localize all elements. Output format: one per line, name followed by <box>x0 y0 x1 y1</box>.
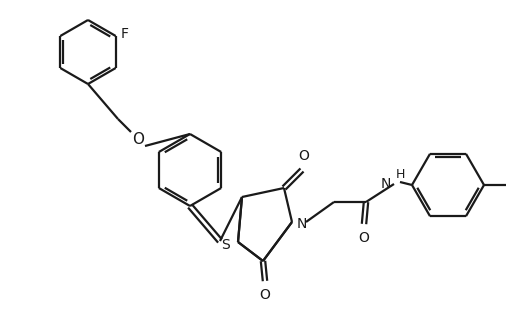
Text: H: H <box>396 168 405 181</box>
Text: F: F <box>121 27 129 41</box>
Text: O: O <box>358 231 370 245</box>
Text: N: N <box>381 177 391 191</box>
Text: O: O <box>132 131 144 147</box>
Text: N: N <box>297 217 307 231</box>
Text: S: S <box>221 238 230 252</box>
Text: O: O <box>260 288 270 302</box>
Text: O: O <box>298 149 310 163</box>
